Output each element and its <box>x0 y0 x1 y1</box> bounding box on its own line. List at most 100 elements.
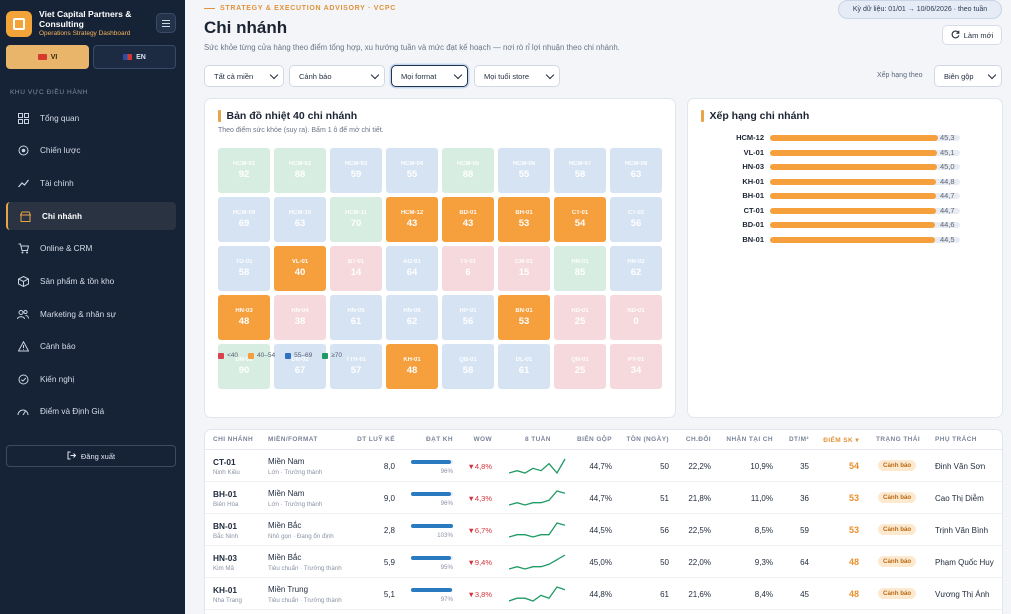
heatmap-tile[interactable]: HN-04 38 <box>274 295 326 340</box>
heatmap-tile[interactable]: CT-02 56 <box>610 197 662 242</box>
sidebar-item-label: Chiến lược <box>40 145 81 155</box>
ranking-row[interactable]: HCM-12 45,3 <box>688 131 988 145</box>
tile-score: 55 <box>406 169 418 180</box>
heatmap-tile[interactable]: KH-01 48 <box>386 344 438 389</box>
refresh-button[interactable]: Làm mới <box>942 25 1002 45</box>
store-icon <box>18 209 32 223</box>
sidebar-item-online-crm[interactable]: Online & CRM <box>6 234 176 262</box>
heatmap-tile[interactable]: BN-01 53 <box>498 295 550 340</box>
page-description: Sức khỏe từng cửa hàng theo điểm tổng hợ… <box>204 43 620 52</box>
heatmap-tile[interactable]: HN-05 61 <box>330 295 382 340</box>
sidebar-item-finance[interactable]: Tài chính <box>6 169 176 197</box>
heatmap-tile[interactable]: HN-03 48 <box>218 295 270 340</box>
ranking-bar <box>770 193 936 199</box>
tile-score: 67 <box>294 365 306 376</box>
heatmap-tile[interactable]: HCM-02 88 <box>274 148 326 193</box>
chevron-down-icon <box>987 70 997 79</box>
tile-code: HCM-02 <box>288 161 312 167</box>
heatmap-tile[interactable]: HCM-01 92 <box>218 148 270 193</box>
sidebar-item-recommendations[interactable]: Kiến nghị <box>6 365 176 393</box>
tile-score: 63 <box>294 218 306 229</box>
in-store-pickup: 8,5% <box>754 526 773 535</box>
eight-week-sparkline <box>509 554 566 570</box>
heatmap-tile[interactable]: BD-01 43 <box>442 197 494 242</box>
heatmap-tile[interactable]: QN-01 25 <box>554 344 606 389</box>
sidebar-item-overview[interactable]: Tổng quan <box>6 104 176 132</box>
brand-name: Viet Capital Partners & Consulting <box>39 9 132 29</box>
tile-code: DL-01 <box>515 357 533 363</box>
tile-code: HP-01 <box>459 308 477 314</box>
logout-button[interactable]: Đăng xuất <box>6 445 176 467</box>
ranking-row[interactable]: BH-01 44,7 <box>688 189 988 203</box>
sidebar-item-alerts[interactable]: Cảnh báo <box>6 332 176 360</box>
heatmap-tile[interactable]: PY-01 34 <box>610 344 662 389</box>
cumulative-revenue: 8,0 <box>383 462 395 471</box>
ranking-row[interactable]: VL-01 45,1 <box>688 146 988 160</box>
heatmap-tile[interactable]: CM-01 15 <box>498 246 550 291</box>
heatmap-tile[interactable]: BH-01 53 <box>498 197 550 242</box>
heatmap-tile[interactable]: TV-01 6 <box>442 246 494 291</box>
heatmap-tile[interactable]: HCM-06 55 <box>498 148 550 193</box>
heatmap-tile[interactable]: ND-01 0 <box>610 295 662 340</box>
ranking-row[interactable]: BD-01 44,6 <box>688 218 988 232</box>
format-select[interactable]: Mọi format <box>391 65 468 87</box>
table-row[interactable]: KH-01 Nha Trang Miền Trung Tiêu chuẩn · Trư… <box>205 578 1002 610</box>
data-period-badge[interactable]: Kỳ dữ liệu: 01/01 → 10/06/2026 · theo tu… <box>838 0 1002 19</box>
heatmap-tile[interactable]: DN-02 67 <box>274 344 326 389</box>
heatmap-tile[interactable]: HCM-10 63 <box>274 197 326 242</box>
heatmap-tile[interactable]: HP-01 56 <box>442 295 494 340</box>
tile-score: 53 <box>518 316 530 327</box>
table-row[interactable]: CT-01 Ninh Kiều Miền Nam Lớn · Trưởng thành… <box>205 450 1002 482</box>
alert-select[interactable]: Cảnh báo <box>289 65 385 87</box>
heatmap-card: Bản đồ nhiệt 40 chi nhánh Theo điểm sức … <box>204 98 676 418</box>
ranking-row[interactable]: KH-01 44,8 <box>688 175 988 189</box>
sidebar-item-strategy[interactable]: Chiến lược <box>6 136 176 164</box>
ranking-row[interactable]: BN-01 44,5 <box>688 233 988 247</box>
sidebar-item-marketing-hr[interactable]: Marketing & nhân sự <box>6 300 176 328</box>
heatmap-tile[interactable]: HN-01 85 <box>554 246 606 291</box>
cumulative-revenue: 5,9 <box>383 558 395 567</box>
heatmap-tile[interactable]: HCM-07 58 <box>554 148 606 193</box>
heatmap-tile[interactable]: HCM-08 63 <box>610 148 662 193</box>
ranking-row[interactable]: CT-01 44,7 <box>688 204 988 218</box>
heatmap-tile[interactable]: HD-01 25 <box>554 295 606 340</box>
branch-city: Kim Mã <box>213 565 234 572</box>
ranking-branch: HCM-12 <box>736 133 764 142</box>
heatmap-tile[interactable]: QB-01 58 <box>442 344 494 389</box>
table-column-header[interactable]: ĐIỂM SK ▾ <box>823 437 859 444</box>
heatmap-tile[interactable]: DL-01 61 <box>498 344 550 389</box>
heatmap-tile[interactable]: AG-01 64 <box>386 246 438 291</box>
heatmap-tile[interactable]: HN-02 62 <box>610 246 662 291</box>
heatmap-tile[interactable]: TTH-01 57 <box>330 344 382 389</box>
sidebar-item-products-inventory[interactable]: Sản phẩm & tồn kho <box>6 267 176 295</box>
heatmap-tile[interactable]: HCM-09 69 <box>218 197 270 242</box>
heatmap-tile[interactable]: CT-01 54 <box>554 197 606 242</box>
rank-by-select[interactable]: Biên gộp <box>934 65 1002 87</box>
heatmap-tile[interactable]: HCM-05 88 <box>442 148 494 193</box>
ranking-row[interactable]: HN-03 45,0 <box>688 160 988 174</box>
heatmap-tile[interactable]: HCM-12 43 <box>386 197 438 242</box>
menu-toggle-button[interactable] <box>156 13 176 33</box>
heatmap-title: Bản đồ nhiệt 40 chi nhánh <box>218 110 357 122</box>
ranking-card: Xếp hạng chi nhánh HCM-12 45,3 VL-01 45,1 HN… <box>687 98 1003 418</box>
heatmap-tile[interactable]: BT-01 14 <box>330 246 382 291</box>
store-age-select[interactable]: Mọi tuổi store <box>474 65 560 87</box>
heatmap-tile[interactable]: DN-01 90 <box>218 344 270 389</box>
sidebar-item-branches[interactable]: Chi nhánh <box>6 202 176 230</box>
heatmap-tile[interactable]: TG-01 58 <box>218 246 270 291</box>
tile-score: 34 <box>630 365 642 376</box>
sidebar-item-scoring-valuation[interactable]: Điểm và Định Giá <box>6 397 176 425</box>
tile-score: 85 <box>574 267 586 278</box>
heatmap-tile[interactable]: HCM-11 70 <box>330 197 382 242</box>
region-select[interactable]: Tất cả miền <box>204 65 284 87</box>
heatmap-tile[interactable]: HCM-03 59 <box>330 148 382 193</box>
table-row[interactable]: BH-01 Biên Hòa Miền Nam Lớn · Trưởng thành 9… <box>205 482 1002 514</box>
lang-vi-button[interactable]: VI <box>6 45 89 69</box>
in-store-pickup: 8,4% <box>754 590 773 599</box>
heatmap-tile[interactable]: VL-01 40 <box>274 246 326 291</box>
heatmap-tile[interactable]: HCM-04 55 <box>386 148 438 193</box>
table-row[interactable]: BN-01 Bắc Ninh Miền Bắc Nhỏ gọn · Đang ổn đ… <box>205 514 1002 546</box>
lang-en-button[interactable]: EN <box>93 45 176 69</box>
table-row[interactable]: HN-03 Kim Mã Miền Bắc Tiêu chuẩn · Trưởng t… <box>205 546 1002 578</box>
heatmap-tile[interactable]: HN-06 62 <box>386 295 438 340</box>
